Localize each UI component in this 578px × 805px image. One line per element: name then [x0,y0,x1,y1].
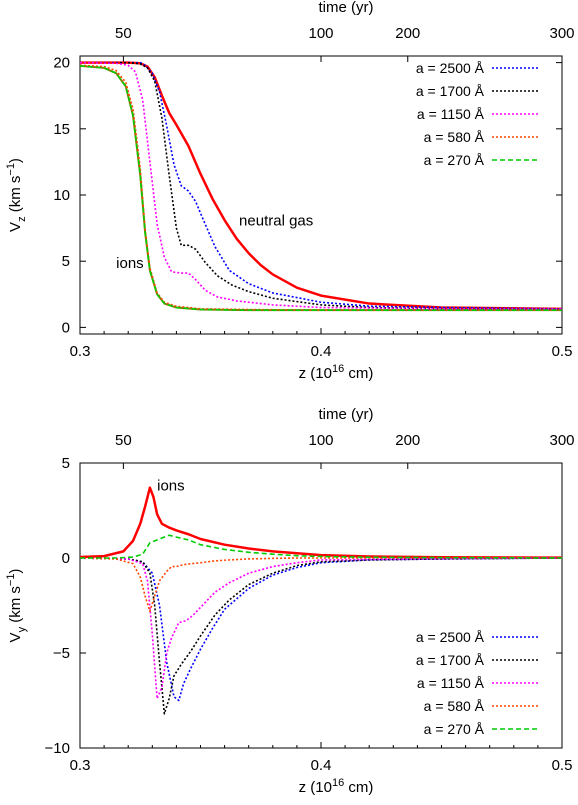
series-line-1150A [80,61,562,310]
y-tick-label: 0 [62,550,70,567]
series-line-2500A [80,557,562,702]
legend-label: a = 1150 Å [417,675,485,691]
top-tick-label: 300 [549,432,574,449]
top-tick-label: 50 [115,432,132,449]
y-tick-label: 5 [62,455,70,472]
series-line-580A [80,64,562,311]
top-tick-label: 200 [395,25,420,42]
legend-label: a = 270 Å [424,152,485,168]
series-line-1700A [80,61,562,310]
plot-frame [79,55,563,335]
series-line-270A [80,65,562,311]
series-line-270A [80,534,562,559]
top-tick-label: 100 [308,25,333,42]
legend-label: a = 2500 Å [416,60,485,76]
series-line-1150A [80,557,562,700]
series-line-580A [80,557,562,613]
x-tick-label: 0.3 [70,757,91,774]
x-axis-label: z (1016 cm) [299,777,374,796]
annotation-label: neutral gas [239,212,313,229]
y-tick-label: −5 [53,645,70,662]
legend-label: a = 580 Å [424,129,485,145]
legend-label: a = 1700 Å [416,83,485,99]
series-line-1700A [80,557,562,715]
y-axis-label-subscript: y [16,626,28,632]
x-tick-label: 0.5 [552,343,573,360]
x-axis-label-text: z (10 [299,365,332,382]
x-tick-label: 0.5 [552,757,573,774]
y-tick-label: 15 [53,121,70,138]
y-axis-label-units: (km s [7,176,24,217]
x-axis-label-units: cm) [344,365,373,382]
top-tick-label: 50 [115,25,132,42]
top-axis-label: time (yr) [319,406,374,423]
legend-label: a = 1700 Å [416,652,485,668]
top-tick-label: 200 [395,432,420,449]
y-axis-label-units: (km s [7,586,24,627]
x-tick-label: 0.4 [311,343,332,360]
y-tick-label: 5 [62,253,70,270]
y-tick-label: −10 [45,740,70,757]
series-line-curve-5 [80,486,562,559]
y-tick-label: 20 [53,55,70,72]
y-axis-label: Vy (km s−1) [5,569,28,643]
top-axis-label: time (yr) [319,0,374,16]
x-tick-label: 0.3 [70,343,91,360]
y-axis-label-symbol: V [7,632,24,642]
legend-label: a = 2500 Å [416,629,485,645]
y-axis-label: Vz (km s−1) [5,158,28,232]
top-tick-label: 300 [549,25,574,42]
legend-label: a = 1150 Å [417,106,485,122]
legend-label: a = 580 Å [424,698,485,714]
annotation-label: ions [116,255,144,272]
series-line-2500A [80,61,562,310]
x-axis-label-exponent: 16 [332,777,344,789]
y-axis-label-subscript: z [16,216,28,222]
x-axis-label-units: cm) [344,779,373,796]
y-axis-label-units-end: ) [7,569,24,574]
annotation-label: ions [157,478,185,495]
x-axis-label: z (1016 cm) [299,363,374,382]
x-axis-label-exponent: 16 [332,363,344,375]
y-axis-label-units-end: ) [7,158,24,163]
plot-frame [79,462,563,749]
y-axis-label-exponent: −1 [5,163,17,176]
legend-label: a = 270 Å [424,721,485,737]
y-axis-label-exponent: −1 [5,574,17,587]
y-axis-label-symbol: V [7,222,24,232]
x-tick-label: 0.4 [311,757,332,774]
top-tick-label: 100 [308,432,333,449]
y-tick-label: 10 [53,187,70,204]
x-axis-label-text: z (10 [299,779,332,796]
y-tick-label: 0 [62,319,70,336]
